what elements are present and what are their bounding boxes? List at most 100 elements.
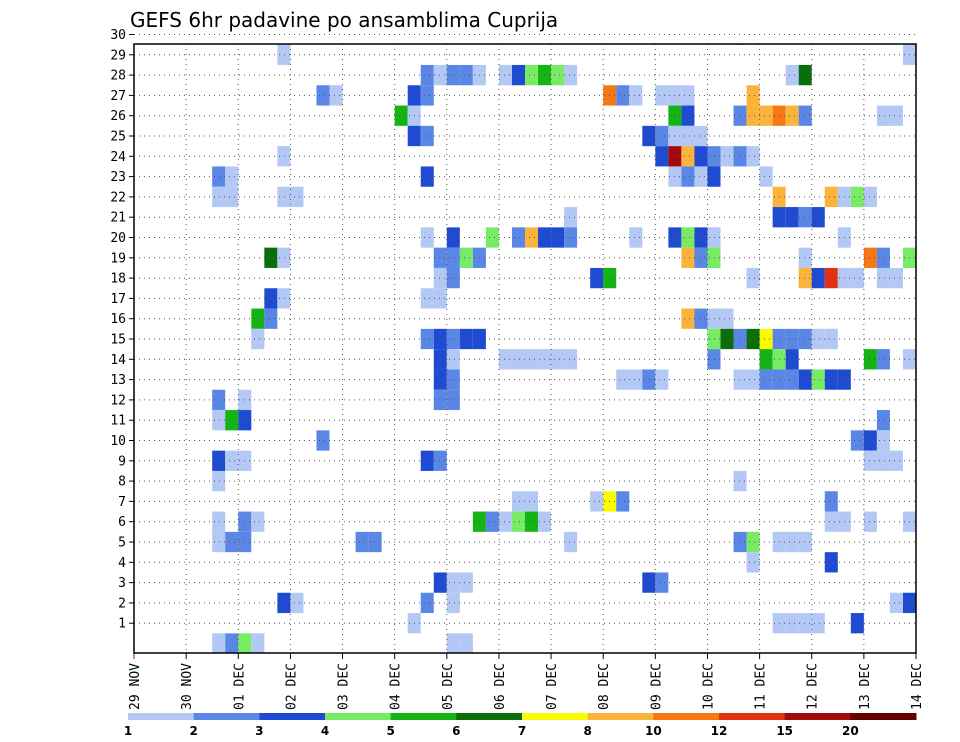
heatmap-cell — [433, 572, 447, 593]
legend-label: 5 — [386, 724, 394, 738]
legend-swatch — [850, 713, 917, 720]
heatmap-cell — [251, 633, 265, 653]
legend-swatch — [193, 713, 260, 720]
heatmap-cell — [863, 430, 877, 451]
heatmap-cell — [459, 64, 473, 86]
heatmap-cell — [316, 430, 330, 451]
heatmap-cell — [551, 227, 565, 248]
x-tick-label: 04 DEC — [389, 663, 404, 710]
heatmap-cell — [277, 44, 291, 65]
heatmap-cell — [746, 552, 760, 573]
legend-label: 20 — [842, 724, 859, 738]
heatmap-cell — [889, 450, 903, 471]
heatmap-cell — [811, 369, 825, 390]
heatmap-cell — [655, 85, 669, 106]
heatmap-cell — [824, 267, 838, 289]
x-tick-label: 12 DEC — [806, 663, 821, 710]
y-tick-label: 19 — [110, 251, 126, 266]
heatmap-cell — [733, 369, 747, 390]
heatmap-cell — [355, 531, 369, 553]
heatmap-cell — [863, 511, 877, 532]
y-tick-label: 11 — [110, 414, 126, 429]
heatmap-cell — [707, 308, 721, 329]
heatmap-cell — [889, 267, 903, 289]
heatmap-cell — [720, 146, 734, 167]
heatmap-cell — [316, 85, 330, 106]
heatmap-cell — [251, 328, 265, 350]
heatmap-cell — [446, 572, 460, 593]
heatmap-cell — [290, 592, 304, 614]
heatmap-cell — [616, 369, 630, 390]
heatmap-cell — [655, 369, 669, 390]
heatmap-cell — [694, 308, 708, 329]
heatmap-cell — [511, 491, 525, 512]
heatmap-cell — [433, 267, 447, 289]
heatmap-cell — [876, 410, 890, 431]
heatmap-cell — [720, 308, 734, 329]
heatmap-cell — [498, 64, 512, 86]
legend-swatch — [456, 713, 523, 720]
heatmap-cell — [746, 267, 760, 289]
heatmap-cell — [681, 85, 695, 106]
heatmap-cell — [564, 64, 578, 86]
heatmap-cell — [681, 247, 695, 268]
heatmap-cell — [433, 64, 447, 86]
legend-swatch — [784, 713, 851, 720]
heatmap-cell — [446, 328, 460, 350]
heatmap-cell — [212, 531, 226, 553]
y-tick-label: 16 — [110, 312, 126, 327]
y-tick-label: 25 — [110, 130, 126, 145]
heatmap-cell — [446, 389, 460, 411]
heatmap-cell — [564, 349, 578, 370]
heatmap-cell — [394, 105, 408, 126]
heatmap-cell — [707, 166, 721, 187]
heatmap-cell — [746, 328, 760, 350]
heatmap-cell — [759, 166, 773, 187]
y-tick-label: 26 — [110, 109, 126, 124]
heatmap-cell — [746, 85, 760, 106]
heatmap-cell — [798, 267, 812, 289]
y-tick-label: 8 — [118, 475, 126, 490]
heatmap-cell — [433, 288, 447, 309]
heatmap-cell — [525, 64, 539, 86]
heatmap-cell — [525, 349, 539, 370]
y-tick-label: 21 — [110, 211, 126, 226]
y-tick-label: 7 — [118, 495, 126, 510]
heatmap-cell — [785, 613, 799, 634]
heatmap-cell — [420, 328, 434, 350]
heatmap-cell — [863, 450, 877, 471]
heatmap-cell — [433, 389, 447, 411]
heatmap-cell — [642, 125, 656, 147]
y-tick-label: 9 — [118, 454, 126, 469]
y-tick-label: 23 — [110, 170, 126, 185]
x-tick-label: 30 NOV — [180, 663, 195, 710]
x-tick-label: 07 DEC — [545, 663, 560, 710]
legend-label: 4 — [321, 724, 329, 738]
legend-label: 3 — [255, 724, 263, 738]
heatmap-cell — [590, 491, 604, 512]
y-tick-label: 20 — [110, 231, 126, 246]
heatmap-cell — [511, 511, 525, 532]
plot-frame — [133, 43, 917, 654]
heatmap-cell — [876, 105, 890, 126]
y-tick-label: 13 — [110, 373, 126, 388]
heatmap-cell — [368, 531, 382, 553]
y-tick-label: 6 — [118, 515, 126, 530]
heatmap-cell — [655, 146, 669, 167]
heatmap-cell — [876, 247, 890, 268]
y-tick-label: 15 — [110, 333, 126, 348]
heatmap-cell — [889, 105, 903, 126]
heatmap-cell — [420, 592, 434, 614]
heatmap-cell — [733, 105, 747, 126]
heatmap-cell — [433, 450, 447, 471]
heatmap-cell — [681, 227, 695, 248]
heatmap-cell — [733, 531, 747, 553]
axis-ticks: 3029282726252423222120191817161514131211… — [110, 28, 925, 710]
heatmap-cell — [551, 64, 565, 86]
heatmap-cell — [824, 328, 838, 350]
heatmap-cell — [876, 267, 890, 289]
heatmap-cell — [798, 105, 812, 126]
chart-title: GEFS 6hr padavine po ansamblima Cuprija — [130, 8, 558, 32]
heatmap-cell — [212, 410, 226, 431]
heatmap-cell — [785, 349, 799, 370]
